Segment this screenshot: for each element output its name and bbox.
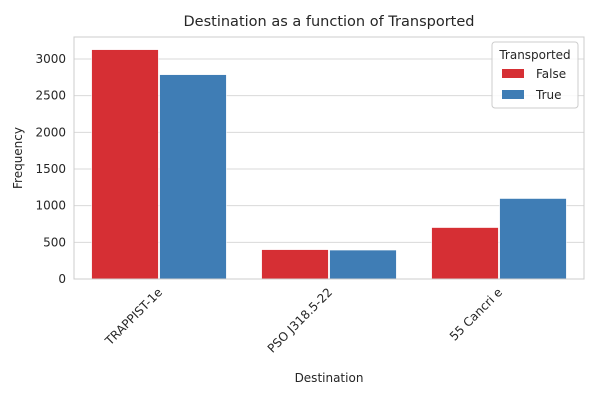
legend-swatch-false xyxy=(502,69,524,78)
y-tick-label: 2000 xyxy=(35,125,66,139)
legend-title: Transported xyxy=(498,48,570,62)
y-tick-label: 500 xyxy=(43,235,66,249)
legend-label-false: False xyxy=(536,67,566,81)
plot-frame xyxy=(73,36,585,280)
legend: Transported False True xyxy=(491,41,579,109)
bars xyxy=(91,49,567,280)
chart-title: Destination as a function of Transported xyxy=(184,14,475,30)
legend-swatch-true xyxy=(502,90,524,99)
bar-true-3 xyxy=(499,198,567,280)
legend-label-true: True xyxy=(535,88,562,102)
y-tick-label: 1000 xyxy=(35,199,66,213)
x-axis-title: Destination xyxy=(295,371,364,385)
y-tick-labels: 0 500 1000 1500 2000 2500 3000 xyxy=(35,52,66,286)
y-tick-label: 0 xyxy=(58,272,66,286)
bar-false-1 xyxy=(91,49,159,280)
bar-true-1 xyxy=(159,74,227,280)
bar-true-2 xyxy=(329,249,397,280)
bar-false-2 xyxy=(261,249,329,280)
y-tick-label: 3000 xyxy=(35,52,66,66)
axes-border xyxy=(73,36,585,280)
bar-false-3 xyxy=(431,227,499,280)
y-tick-label: 2500 xyxy=(35,89,66,103)
y-tick-label: 1500 xyxy=(35,162,66,176)
y-axis-title: Frequency xyxy=(11,127,25,189)
